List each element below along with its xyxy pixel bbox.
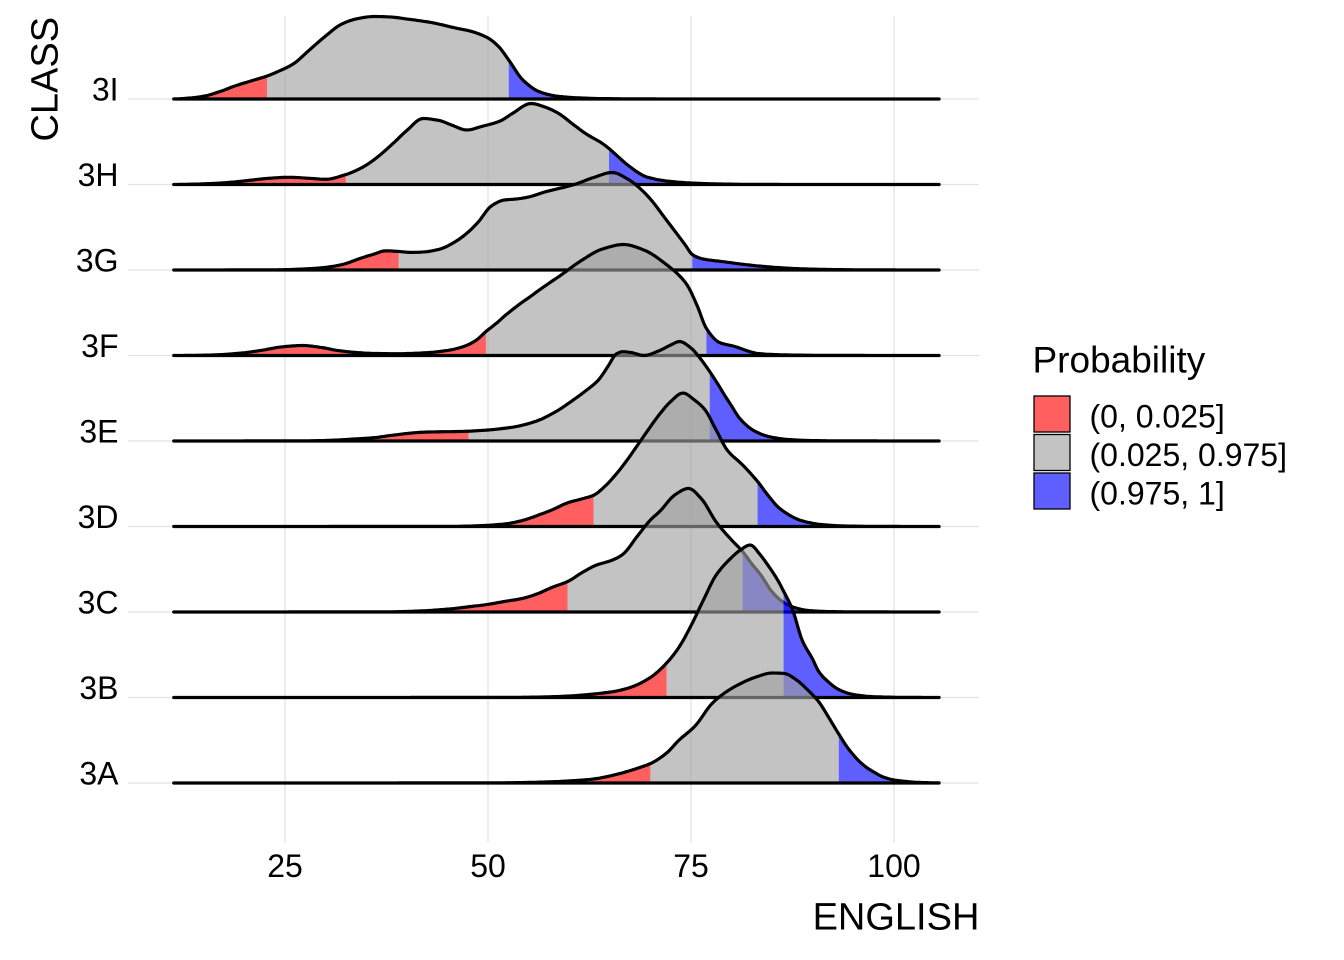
x-tick-label-75: 75 [673,848,709,884]
ridge-3D-outline [172,391,941,529]
y-axis-title: CLASS [24,17,66,142]
ridge-3F-outline [172,242,941,358]
ridge-3E-lower-tail [173,431,469,441]
ridge-3B-lower-tail [173,662,667,698]
y-tick-label-3D: 3D [78,499,119,535]
ridge-3D-lower-tail [173,495,594,527]
x-tick-label-50: 50 [470,848,506,884]
ridge-3B-body [666,544,784,698]
ridge-3A [172,671,941,785]
ridge-3C-outline [172,486,941,614]
ridge-3D-body [593,393,758,527]
ridge-3G-outline [172,170,941,272]
y-tick-label-3G: 3G [76,242,119,278]
ridge-3E-body [468,341,710,441]
ridge-3I-lower-tail [173,76,268,99]
ridge-3I-body [267,16,509,100]
y-tick-label-3A: 3A [79,755,119,791]
ridge-3A-outline [172,671,941,785]
legend-key-2 [1033,472,1071,510]
x-tick-label-25: 25 [267,848,303,884]
legend-title: Probability [1033,340,1206,381]
y-tick-label-3I: 3I [92,71,119,107]
legend: Probability (0, 0.025](0.025, 0.975](0.97… [1033,340,1287,512]
ridge-3C-lower-tail [173,581,568,612]
ridge-3G-lower-tail [173,250,399,270]
ridge-3H-body [345,103,609,185]
ridge-3I-upper-tail [508,60,940,99]
ridge-3D [172,391,941,529]
ridge-3H-outline [172,101,941,187]
ridge-3F-upper-tail [706,328,940,356]
ridge-3I [172,14,941,101]
legend-key-0 [1033,395,1071,433]
ridge-3E-outline [172,339,941,443]
ridge-3A-lower-tail [173,763,651,783]
ridge-3E-upper-tail [709,371,940,441]
ridge-3I-outline [172,14,941,101]
y-tick-label-3C: 3C [78,584,119,620]
ridge-3B-outline [172,543,941,700]
ridge-3A-body [650,672,839,783]
legend-label-1: (0.025, 0.975] [1090,437,1287,473]
x-axis-title: ENGLISH [813,896,980,938]
ridge-3F-body [485,244,707,356]
ridge-3C-body [567,488,743,612]
ridge-3D-upper-tail [757,481,940,527]
ridge-3B-upper-tail [783,591,940,698]
ridge-3G [172,170,941,272]
legend-label-0: (0, 0.025] [1090,399,1225,435]
ridge-3A-upper-tail [838,734,940,783]
y-axis-labels: 3I 3H 3G 3F 3E 3D 3C 3B 3A [76,71,119,791]
ridge-3F-lower-tail [173,331,486,356]
ridge-3B [172,543,941,700]
y-tick-label-3B: 3B [79,670,118,706]
legend-key-1 [1033,433,1071,472]
ridge-3H-upper-tail [608,148,940,185]
ridge-3F [172,242,941,358]
legend-label-2: (0.975, 1] [1090,476,1225,512]
y-tick-label-3F: 3F [81,328,118,364]
y-tick-label-3E: 3E [79,413,118,449]
x-axis-labels: 25 50 75 100 [267,848,920,884]
ridge-3H [172,101,941,187]
ridge-3E [172,339,941,443]
y-tick-label-3H: 3H [78,157,119,193]
x-tick-label-100: 100 [867,848,920,884]
